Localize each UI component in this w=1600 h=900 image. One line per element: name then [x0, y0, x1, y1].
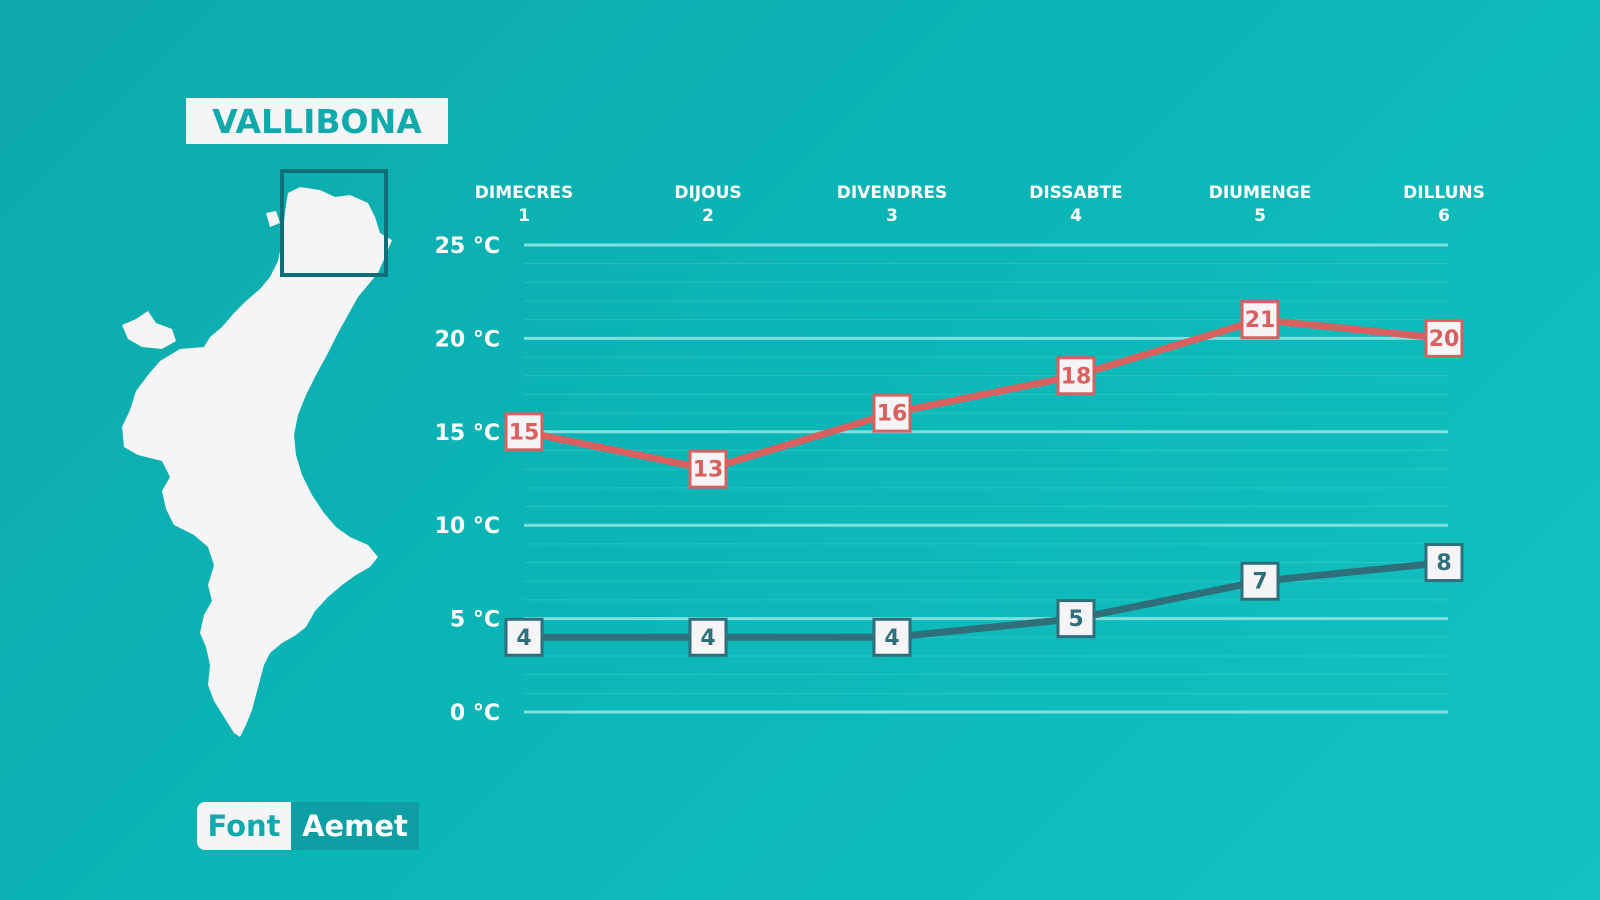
day-number: 6	[1438, 206, 1450, 226]
y-tick-label: 5 °C	[450, 608, 500, 633]
data-label-box	[1056, 599, 1096, 639]
data-label-max: 13	[688, 449, 728, 489]
data-label-box	[872, 393, 912, 433]
y-tick-label: 0 °C	[450, 701, 500, 726]
day-label: DIJOUS	[674, 183, 741, 203]
data-label-min: 4	[872, 617, 912, 657]
source-badge: Font Aemet	[197, 802, 419, 850]
y-tick-label: 20 °C	[435, 327, 500, 352]
data-label-value: 4	[700, 626, 715, 651]
data-label-box	[872, 617, 912, 657]
data-label-max: 20	[1424, 318, 1464, 358]
data-label-max: 15	[504, 412, 544, 452]
y-axis: 25 °C 20 °C 15 °C 10 °C 5 °C 0 °C	[435, 234, 500, 726]
data-label-value: 16	[877, 402, 908, 427]
day-label: DIMECRES	[475, 183, 573, 203]
data-label-value: 7	[1252, 570, 1267, 595]
data-label-min: 7	[1240, 561, 1280, 601]
data-label-value: 18	[1061, 364, 1092, 389]
day-label: DISSABTE	[1029, 183, 1122, 203]
series-line-max	[520, 316, 1448, 473]
data-label-min: 4	[688, 617, 728, 657]
source-label: Font	[197, 802, 291, 850]
day-number: 4	[1070, 206, 1082, 226]
data-label-value: 8	[1436, 551, 1451, 576]
day-number: 1	[518, 206, 530, 226]
major-gridlines	[524, 243, 1448, 714]
data-label-value: 5	[1068, 607, 1083, 632]
y-tick-label: 25 °C	[435, 234, 500, 259]
data-label-value: 15	[509, 420, 540, 445]
source-value: Aemet	[291, 802, 419, 850]
data-label-max: 21	[1240, 300, 1280, 340]
location-title: VALLIBONA	[186, 98, 448, 144]
data-label-box	[688, 617, 728, 657]
data-label-box	[1424, 543, 1464, 583]
series-line-min	[520, 559, 1448, 641]
data-label-max: 18	[1056, 356, 1096, 396]
series-lines	[520, 316, 1448, 641]
data-label-min: 5	[1056, 599, 1096, 639]
data-label-value: 21	[1245, 308, 1276, 333]
day-number: 2	[702, 206, 714, 226]
day-number: 5	[1254, 206, 1266, 226]
data-label-max: 16	[872, 393, 912, 433]
region-map	[122, 169, 392, 737]
data-label-box	[688, 449, 728, 489]
day-label: DIVENDRES	[837, 183, 948, 203]
data-label-value: 4	[884, 626, 899, 651]
data-label-box	[1424, 318, 1464, 358]
x-axis: DIMECRES 1 DIJOUS 2 DIVENDRES 3 DISSABTE 4 DIUME…	[475, 183, 1485, 226]
region-shape	[122, 187, 392, 737]
data-label-value: 13	[693, 458, 724, 483]
data-label-value: 4	[516, 626, 531, 651]
data-label-box	[504, 617, 544, 657]
data-label-box	[1240, 300, 1280, 340]
data-label-box	[1240, 561, 1280, 601]
data-label-value: 20	[1429, 327, 1460, 352]
island-shape	[122, 311, 176, 349]
day-label: DIUMENGE	[1209, 183, 1312, 203]
y-tick-label: 10 °C	[435, 514, 500, 539]
enclave-shape	[266, 211, 280, 227]
day-number: 3	[886, 206, 898, 226]
data-labels: 15 13 16 18 21 20 4 4 4 5 7 8	[504, 300, 1464, 657]
data-label-box	[504, 412, 544, 452]
y-tick-label: 15 °C	[435, 421, 500, 446]
data-label-box	[1056, 356, 1096, 396]
data-label-min: 4	[504, 617, 544, 657]
day-label: DILLUNS	[1403, 183, 1485, 203]
minor-gridlines	[524, 263, 1448, 694]
location-marker	[280, 169, 388, 277]
data-label-min: 8	[1424, 543, 1464, 583]
